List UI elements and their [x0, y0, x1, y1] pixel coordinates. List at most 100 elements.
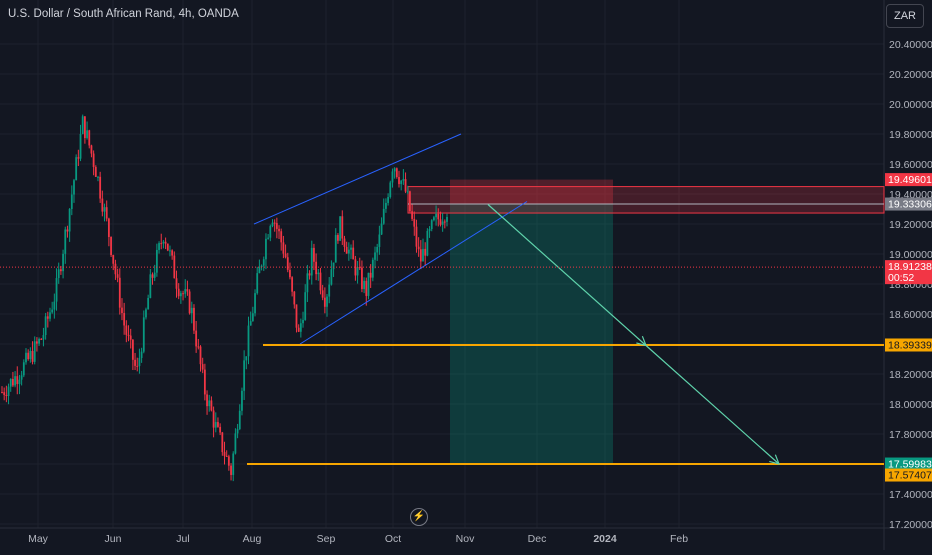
candle-body: [177, 288, 180, 297]
candle-body: [417, 246, 420, 250]
candle-body: [147, 297, 150, 310]
candle-body: [62, 253, 64, 272]
candle-body: [53, 301, 56, 310]
projection-arrow: [487, 204, 647, 346]
candle-body: [391, 171, 394, 183]
candle-body: [356, 267, 359, 276]
candle-body: [422, 248, 424, 262]
x-tick-label: Nov: [456, 533, 475, 545]
candle-body: [278, 228, 280, 232]
candle-body: [92, 153, 95, 167]
y-tick-label: 19.00000: [889, 249, 932, 261]
candle-body: [245, 356, 248, 361]
candle-body: [20, 375, 23, 380]
candle-body: [247, 325, 250, 357]
candle-body: [90, 145, 93, 154]
currency-button[interactable]: ZAR: [886, 4, 924, 28]
x-tick-label: May: [28, 533, 49, 545]
candle-body: [29, 350, 32, 360]
candle-body: [354, 259, 357, 276]
candle-body: [55, 278, 58, 302]
candle-body: [385, 202, 387, 209]
candle-body: [123, 313, 126, 326]
candle-body: [358, 267, 361, 269]
candle-body: [203, 369, 206, 395]
candle-body: [315, 261, 318, 275]
candle-body: [110, 236, 112, 256]
candle-body: [101, 198, 104, 212]
candle-body: [40, 338, 43, 340]
candle-body: [299, 323, 302, 332]
candle-body: [68, 208, 71, 232]
chart-title: U.S. Dollar / South African Rand, 4h, OA…: [8, 8, 239, 20]
candle-body: [343, 238, 346, 247]
candle-body: [195, 330, 198, 347]
candle-body: [295, 304, 298, 328]
candle-body: [404, 179, 407, 192]
candle-body: [241, 390, 243, 411]
price-tag-label: 18.91238: [888, 261, 932, 273]
candle-body: [201, 364, 204, 370]
candle-body: [293, 291, 296, 305]
price-tag-label: 19.33306: [888, 199, 932, 211]
candle-body: [140, 351, 143, 358]
candle-body: [225, 455, 228, 457]
take-profit-zone: [450, 204, 613, 465]
y-tick-label: 18.00000: [889, 399, 932, 411]
candle-body: [363, 280, 366, 290]
candle-body: [66, 229, 69, 232]
candle-body: [382, 208, 385, 224]
candle-body: [367, 272, 370, 296]
candle-body: [114, 263, 117, 275]
candle-body: [302, 319, 304, 324]
candle-body: [33, 341, 36, 362]
candle-body: [107, 218, 110, 237]
candle-body: [369, 272, 372, 278]
candle-body: [234, 433, 237, 454]
candle-body: [188, 291, 191, 314]
candle-body: [49, 312, 51, 319]
candle-body: [182, 293, 184, 295]
candle-body: [14, 376, 16, 386]
candle-body: [131, 339, 134, 360]
candle-body: [70, 194, 73, 209]
candle-body: [227, 456, 230, 466]
candle-body: [289, 269, 291, 278]
candle-body: [347, 249, 350, 254]
candle-body: [411, 211, 413, 219]
price-tag-label: 18.39339: [888, 339, 932, 351]
candle-body: [251, 313, 254, 322]
candle-body: [12, 378, 14, 386]
candle-body: [328, 284, 331, 297]
candle-body: [308, 273, 311, 276]
candle-body: [254, 293, 256, 314]
candle-body: [435, 213, 437, 218]
candle-body: [158, 243, 160, 250]
candle-body: [269, 226, 272, 238]
lightning-icon[interactable]: ⚡: [410, 508, 428, 526]
x-tick-label: 2024: [593, 533, 617, 545]
candle-body: [151, 274, 154, 278]
y-tick-label: 17.40000: [889, 489, 932, 501]
stop-loss-zone: [450, 179, 613, 205]
projection-arrow: [645, 345, 780, 465]
candle-body: [79, 133, 82, 159]
candle-body: [350, 247, 352, 250]
candle-body: [193, 307, 195, 331]
candle-body: [138, 357, 141, 367]
candle-body: [190, 307, 193, 314]
candle-body: [236, 429, 239, 434]
candle-body: [160, 243, 163, 245]
x-tick-label: Sep: [317, 533, 336, 545]
candle-body: [326, 296, 328, 307]
candle-body: [374, 252, 376, 260]
candle-body: [352, 247, 355, 260]
candle-body: [51, 309, 54, 313]
candle-body: [433, 217, 435, 221]
candle-body: [36, 341, 38, 344]
candle-body: [7, 386, 10, 396]
candle-body: [330, 269, 333, 285]
y-tick-label: 18.20000: [889, 369, 932, 381]
